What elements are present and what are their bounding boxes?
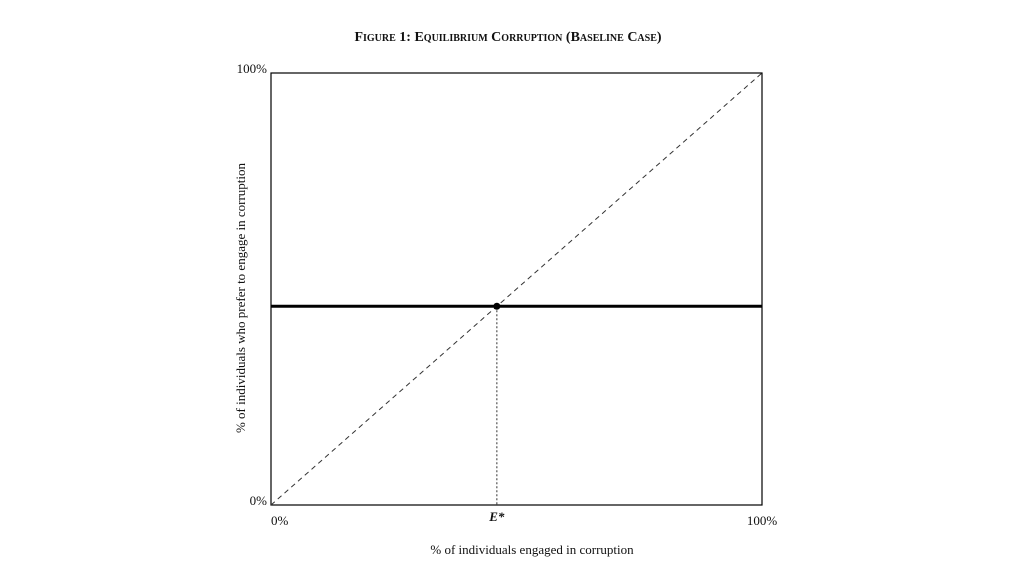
equilibrium-point — [493, 302, 501, 310]
y-tick-label: 100% — [237, 61, 268, 76]
chart-title: Figure 1: Equilibrium Corruption (Baseli… — [354, 30, 661, 45]
line-series — [270, 72, 763, 506]
y-axis-label: % of individuals who prefer to engage in… — [233, 162, 248, 433]
y-tick-label: 0% — [250, 493, 268, 508]
x-tick-label: 0% — [271, 513, 289, 528]
plot-frame — [270, 72, 763, 506]
x-axis-label: % of individuals engaged in corruption — [430, 542, 634, 557]
x-tick-label: 100% — [747, 513, 778, 528]
x-tick-label: E* — [488, 509, 505, 524]
